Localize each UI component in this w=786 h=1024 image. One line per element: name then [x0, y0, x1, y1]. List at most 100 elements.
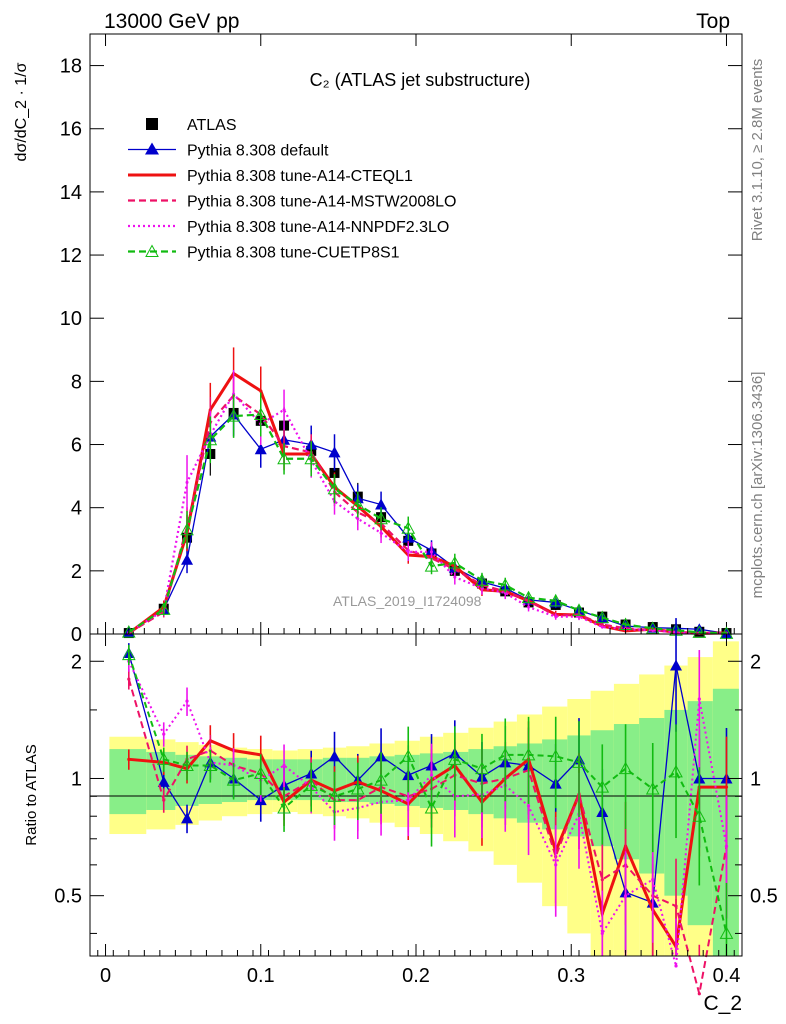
ratio-y-tick-label: 1: [750, 768, 761, 790]
ratio-point: [670, 659, 683, 671]
data-point: [595, 610, 610, 624]
ratio-point: [162, 798, 166, 802]
ratio-point: [651, 877, 655, 882]
ratio-point: [447, 752, 462, 765]
ratio-point: [121, 647, 136, 661]
x-axis-label: C_2: [703, 992, 742, 1015]
ratio-point: [253, 766, 268, 779]
ratio-y-ticks: 0.5 0.5 1 1 2 2: [54, 651, 778, 934]
data-point: [181, 553, 194, 565]
data-point: [203, 432, 218, 446]
energy-label: 13000 GeV pp: [104, 10, 239, 33]
ratio-point: [429, 773, 434, 777]
x-tick-label: 0: [100, 965, 111, 987]
ratio-point: [572, 755, 586, 768]
data-point: [328, 446, 341, 458]
data-point: [521, 590, 536, 604]
ratio-point: [181, 812, 194, 824]
ratio-point: [618, 761, 633, 775]
ratio-point: [475, 761, 489, 775]
data-point: [401, 521, 416, 534]
main-y-ticks: 0 2 4 6 8 10 12 14 16 18: [60, 56, 742, 646]
data-point: [453, 575, 457, 579]
data-point: [350, 497, 365, 511]
ratio-point: [692, 809, 707, 822]
ratio-point: [554, 863, 558, 867]
y-tick-label: 12: [60, 245, 82, 267]
ratio-point: [156, 752, 171, 765]
data-point: [282, 408, 286, 412]
legend-label: Pythia 8.308 tune-A14-NNPDF2.3LO: [187, 219, 449, 236]
data-point: [259, 389, 263, 393]
data-point: [406, 550, 410, 554]
y-tick-label: 16: [60, 119, 82, 141]
data-point: [645, 621, 660, 634]
ratio-point: [185, 699, 189, 703]
y-tick-label: 2: [71, 561, 82, 583]
ratio-point: [304, 778, 319, 791]
data-point: [447, 555, 462, 569]
data-point: [226, 409, 241, 422]
ratio-point: [277, 800, 291, 814]
data-point: [424, 559, 439, 572]
data-point: [277, 451, 291, 465]
y-tick-label: 0: [71, 624, 82, 646]
ratio-point: [674, 964, 678, 968]
rivet-version-text: Rivet 3.1.10, ≥ 2.8M events: [749, 59, 766, 242]
ratio-point: [424, 800, 439, 814]
data-point: [156, 602, 171, 615]
ratio-panel: 0.5 0.51 12 2 0 0.1 0.2 0.3 0.4 Ratio to ATLAS …: [23, 618, 778, 1015]
ratio-point: [127, 757, 131, 761]
legend-marker: [145, 244, 159, 257]
data-point: [356, 517, 360, 521]
legend-label: Pythia 8.308 default: [187, 143, 329, 160]
main-panel: 0 2 4 6 8 10 12 14 16 18 dσ/dC_2 · 1/σ C₂ (ATLAS …: [13, 33, 743, 646]
legend-label: Pythia 8.308 tune-A14-MSTW2008LO: [187, 194, 456, 211]
main-chart-title: C₂ (ATLAS jet substructure): [310, 70, 531, 90]
main-y-axis-label: dσ/dC_2 · 1/σ: [13, 62, 30, 161]
mcplots-source-text: mcplots.cern.ch [arXiv:1306.3436]: [749, 372, 766, 599]
ratio-point: [623, 894, 628, 898]
y-tick-label: 10: [60, 308, 82, 330]
main-x-ticks: [105, 34, 727, 634]
x-tick-label: 0.4: [713, 965, 741, 987]
data-point: [254, 443, 267, 455]
data-point: [253, 407, 268, 421]
ratio-point: [697, 992, 701, 996]
y-tick-label: 6: [71, 435, 82, 457]
ratio-point: [406, 798, 410, 802]
ratio-x-ticks: 0 0.1 0.2 0.3 0.4: [97, 628, 741, 987]
data-point: [554, 615, 558, 619]
ratio-point: [600, 931, 604, 936]
data-point: [498, 578, 513, 591]
ratio-point: [724, 785, 729, 789]
data-point: [379, 531, 383, 535]
ratio-point: [600, 877, 604, 882]
data-point: [121, 625, 136, 638]
data-point: [600, 625, 604, 629]
ratio-point: [157, 775, 170, 787]
data-point: [572, 603, 586, 616]
y-tick-label: 4: [71, 498, 82, 520]
ratio-y-tick-label: 2: [71, 651, 82, 673]
data-point: [600, 623, 604, 627]
ratio-point: [669, 764, 683, 778]
inner-band: [687, 701, 713, 926]
ratio-point: [226, 773, 241, 786]
data-point: [430, 550, 434, 554]
ratio-point: [645, 781, 660, 795]
ratio-point: [697, 697, 701, 701]
ratio-point: [526, 804, 531, 808]
y-tick-label: 18: [60, 56, 82, 78]
x-tick-label: 0.1: [247, 965, 275, 987]
watermark-text: ATLAS_2019_I1724098: [333, 593, 482, 609]
ratio-point: [498, 747, 513, 761]
data-point: [548, 593, 563, 607]
data-point: [527, 605, 531, 609]
ratio-point: [203, 758, 218, 771]
x-tick-label: 0.2: [402, 965, 430, 987]
ratio-y-tick-label: 0.5: [750, 886, 778, 908]
ratio-point: [328, 750, 341, 762]
data-point: [327, 481, 342, 495]
ratio-point: [401, 749, 416, 762]
